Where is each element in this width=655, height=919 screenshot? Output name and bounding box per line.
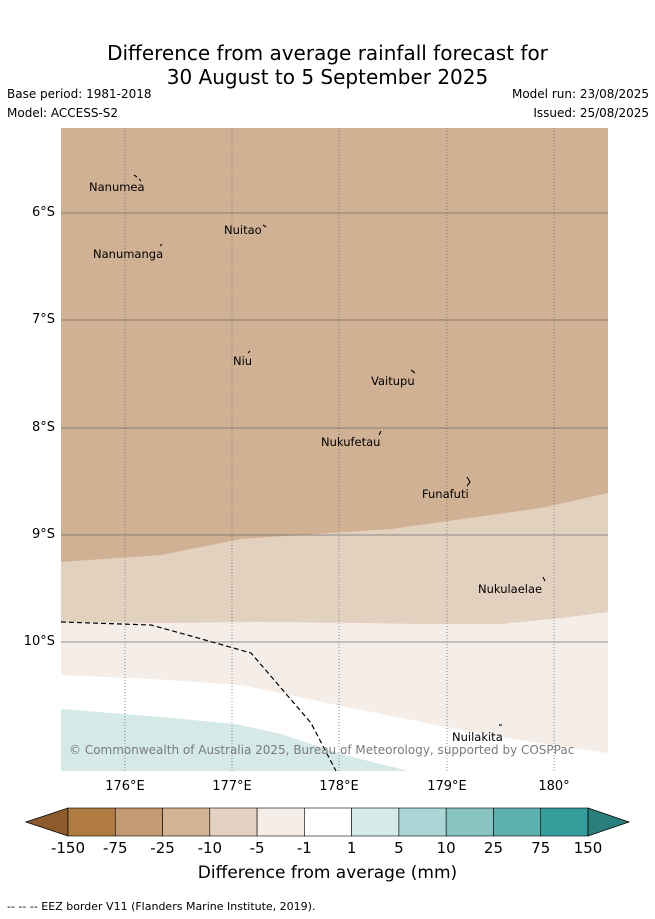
lat-tick-7s: 7°S <box>31 312 55 327</box>
colorbar-segment <box>114 807 163 837</box>
colorbar-tick-label: 5 <box>394 839 404 857</box>
lat-tick-8s: 8°S <box>31 420 55 435</box>
model-run-date: Model run: 23/08/2025 <box>511 87 649 101</box>
lon-tick-176e: 176°E <box>105 779 145 794</box>
colorbar-tick-label: -5 <box>249 839 265 857</box>
island-label-funafuti: Funafuti <box>422 487 469 501</box>
lon-tick-178e: 178°E <box>319 779 359 794</box>
island-label-nukulaelae: Nukulaelae <box>478 582 542 596</box>
colorbar-segment <box>304 807 352 837</box>
colorbar-tick-label: -10 <box>197 839 223 857</box>
band-wet-5 <box>61 709 408 771</box>
longitude-gridlines <box>124 128 555 771</box>
colorbar-segment <box>162 807 211 837</box>
base-period: Base period: 1981-2018 <box>7 87 152 101</box>
island-label-niu: Niu <box>233 354 252 368</box>
island-label-nukufetau: Nukufetau <box>321 435 380 449</box>
map-title-line2: 30 August to 5 September 2025 <box>166 65 489 89</box>
lon-tick-177e: 177°E <box>212 779 252 794</box>
island-labels: Nanumea Nuitao Nanumanga Niu Vaitupu Nuk… <box>89 180 542 744</box>
island-label-vaitupu: Vaitupu <box>371 374 415 388</box>
eez-border-legend: -- -- -- EEZ border V11 (Flanders Marine… <box>7 900 316 913</box>
model-name: Model: ACCESS-S2 <box>7 106 119 120</box>
colorbar-tick-label: 10 <box>436 839 456 857</box>
colorbar-title: Difference from average (mm) <box>197 863 458 883</box>
lat-tick-6s: 6°S <box>31 205 55 220</box>
latitude-gridlines <box>61 212 608 643</box>
issued-date: Issued: 25/08/2025 <box>533 106 649 120</box>
map-title-line1: Difference from average rainfall forecas… <box>107 41 548 65</box>
lon-tick-179e: 179°E <box>427 779 467 794</box>
colorbar-segment <box>67 807 116 837</box>
colorbar-tick-label: -1 <box>296 839 312 857</box>
colorbar-segment <box>398 807 447 837</box>
colorbar-segment <box>493 807 542 837</box>
island-label-nuilakita: Nuilakita <box>452 730 503 744</box>
colorbar <box>24 807 631 837</box>
eez-border <box>61 621 337 771</box>
colorbar-segment <box>445 807 494 837</box>
lon-tick-180: 180° <box>538 779 570 794</box>
island-shapes <box>133 174 546 726</box>
island-label-nanumanga: Nanumanga <box>93 247 163 261</box>
colorbar-segments <box>24 807 631 837</box>
colorbar-extend-high <box>587 807 631 837</box>
colorbar-tick-label: -75 <box>103 839 128 857</box>
copyright-notice: © Commonwealth of Australia 2025, Bureau… <box>69 743 574 757</box>
colorbar-segment <box>209 807 258 837</box>
colorbar-tick-label: 75 <box>531 839 551 857</box>
colorbar-extend-low <box>24 807 69 837</box>
colorbar-tick-label: -150 <box>50 839 86 857</box>
colorbar-segment <box>540 807 589 837</box>
lat-tick-9s: 9°S <box>31 527 55 542</box>
colorbar-tick-label: 150 <box>573 839 603 857</box>
island-label-nanumea: Nanumea <box>89 180 145 194</box>
rainfall-map: Nanumea Nuitao Nanumanga Niu Vaitupu Nuk… <box>61 128 608 771</box>
colorbar-tick-label: 25 <box>483 839 503 857</box>
colorbar-segment <box>256 807 305 837</box>
colorbar-tick-label: 1 <box>346 839 357 857</box>
island-label-nuitao: Nuitao <box>224 223 262 237</box>
colorbar-tick-label: -25 <box>150 839 175 857</box>
lat-tick-10s: 10°S <box>23 634 55 649</box>
colorbar-segment <box>351 807 400 837</box>
